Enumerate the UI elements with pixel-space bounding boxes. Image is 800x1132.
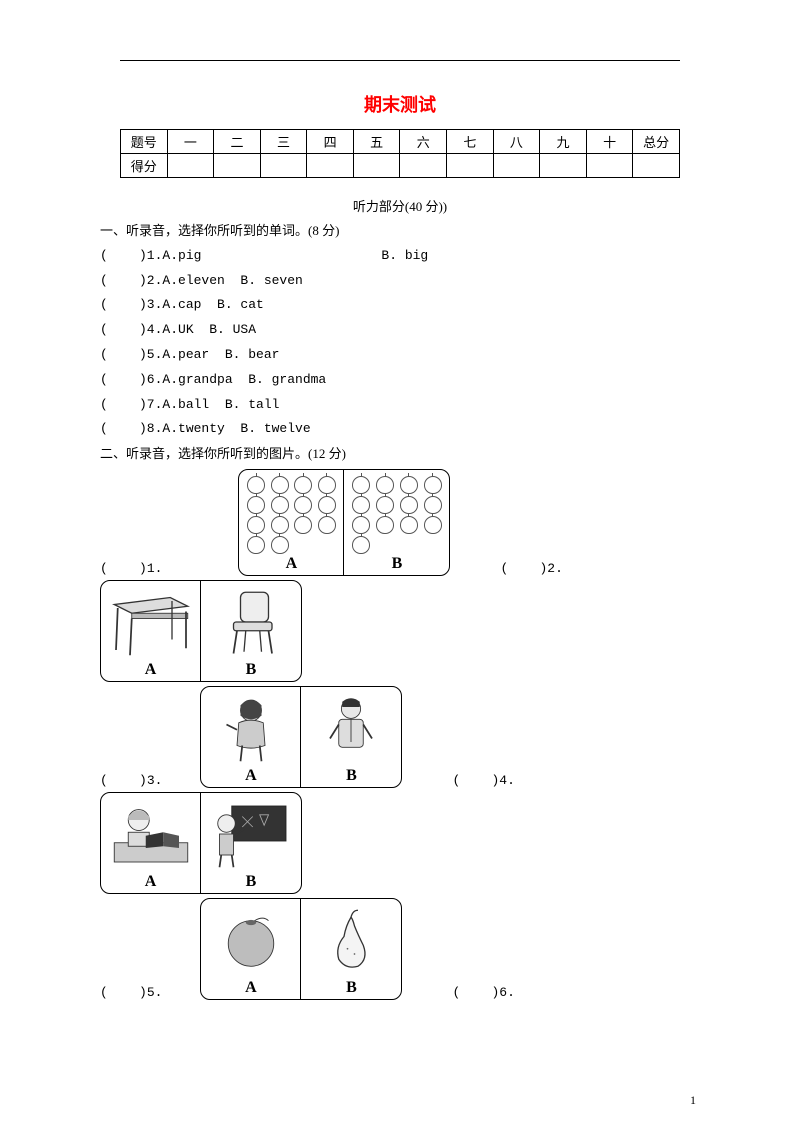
q-prefix: ( )1. [100,561,162,576]
apple-icon [294,516,312,534]
header-rule [120,60,680,61]
listening-header: 听力部分(40 分)) [100,196,700,215]
apple-icon [376,496,394,514]
question-item: ( )3.A.cap B. cat [100,295,700,316]
col-header: 总分 [633,130,680,154]
score-cell [493,154,540,178]
student-reading-icon [107,799,195,869]
apple-icon [376,476,394,494]
apple-icon [424,476,442,494]
question-item: ( )2.A.eleven B. seven [100,271,700,292]
col-header: 一 [167,130,214,154]
q-prefix: ( )2. [500,561,562,576]
score-cell [447,154,494,178]
q-prefix: ( )3. [100,773,162,788]
image-option-a: A [239,470,344,575]
apple-icon [400,516,418,534]
score-cell [633,154,680,178]
apple-icon [271,476,289,494]
image-option-b: B [201,581,301,681]
section1-heading: 一、听录音，选择你所听到的单词。(8 分) [100,221,700,242]
question-item: ( )6.A.grandpa B. grandma [100,370,700,391]
score-cell [307,154,354,178]
col-header: 五 [353,130,400,154]
apple-icon [247,476,265,494]
image-option-a: A [201,899,301,999]
apple-icon [247,496,265,514]
image-pair-classroom: A B [100,792,302,894]
q-prefix: ( )4. [452,773,514,788]
teacher-blackboard-icon [207,799,295,869]
image-option-a: A [101,793,201,893]
apple-icon [318,496,336,514]
image-option-b: B [344,470,449,575]
question-item: ( )7.A.ball B. tall [100,395,700,416]
col-header: 七 [447,130,494,154]
score-cell [540,154,587,178]
apple-icon [352,496,370,514]
question-item: ( )1.A.pigB. big [100,246,700,267]
apple-icon [376,516,394,534]
col-header: 三 [260,130,307,154]
apple-icon [400,476,418,494]
question-item: ( )4.A.UK B. USA [100,320,700,341]
apple-icon [400,496,418,514]
woman-icon [207,693,295,763]
apple-icon [352,536,370,554]
chair-icon [207,587,295,657]
image-option-b: B [201,793,301,893]
score-table: 题号 一 二 三 四 五 六 七 八 九 十 总分 得分 [120,129,680,178]
man-icon [307,693,395,763]
apple-icon [271,496,289,514]
image-pair-fruits: A B [200,898,402,1000]
table-row: 题号 一 二 三 四 五 六 七 八 九 十 总分 [121,130,680,154]
apple-icon [318,516,336,534]
apple-icon [271,516,289,534]
score-cell [586,154,633,178]
score-cell [167,154,214,178]
apple-icon [424,516,442,534]
image-option-a: A [101,581,201,681]
col-header: 六 [400,130,447,154]
apple-icon [247,536,265,554]
apple-icon [247,516,265,534]
score-cell [260,154,307,178]
apple-icon [271,536,289,554]
image-option-b: B [301,899,401,999]
apple-icon [318,476,336,494]
apple-icon [352,516,370,534]
image-pair-furniture: A B [100,580,302,682]
apple-icon [294,476,312,494]
apple-icon [294,496,312,514]
pear-icon [307,905,395,975]
apple-icon [352,476,370,494]
score-cell [353,154,400,178]
col-header: 十 [586,130,633,154]
question-item: ( )8.A.twenty B. twelve [100,419,700,440]
q-prefix: ( )5. [100,985,162,1000]
row2-label: 得分 [121,154,168,178]
table-row: 得分 [121,154,680,178]
desk-icon [107,587,195,657]
apple-icon [424,496,442,514]
col-header: 四 [307,130,354,154]
image-option-a: A [201,687,301,787]
page-title: 期末测试 [100,91,700,117]
image-option-b: B [301,687,401,787]
orange-icon [207,905,295,975]
col-header: 二 [214,130,261,154]
row1-label: 题号 [121,130,168,154]
question-item: ( )5.A.pear B. bear [100,345,700,366]
score-cell [214,154,261,178]
score-cell [400,154,447,178]
page-number: 1 [690,1093,696,1108]
q-prefix: ( )6. [452,985,514,1000]
col-header: 九 [540,130,587,154]
section2-heading: 二、听录音，选择你所听到的图片。(12 分) [100,444,700,465]
section1-list: ( )1.A.pigB. big ( )2.A.eleven B. seven ( … [100,246,700,440]
col-header: 八 [493,130,540,154]
image-pair-people: A B [200,686,402,788]
image-pair-apples: A B [238,469,450,576]
